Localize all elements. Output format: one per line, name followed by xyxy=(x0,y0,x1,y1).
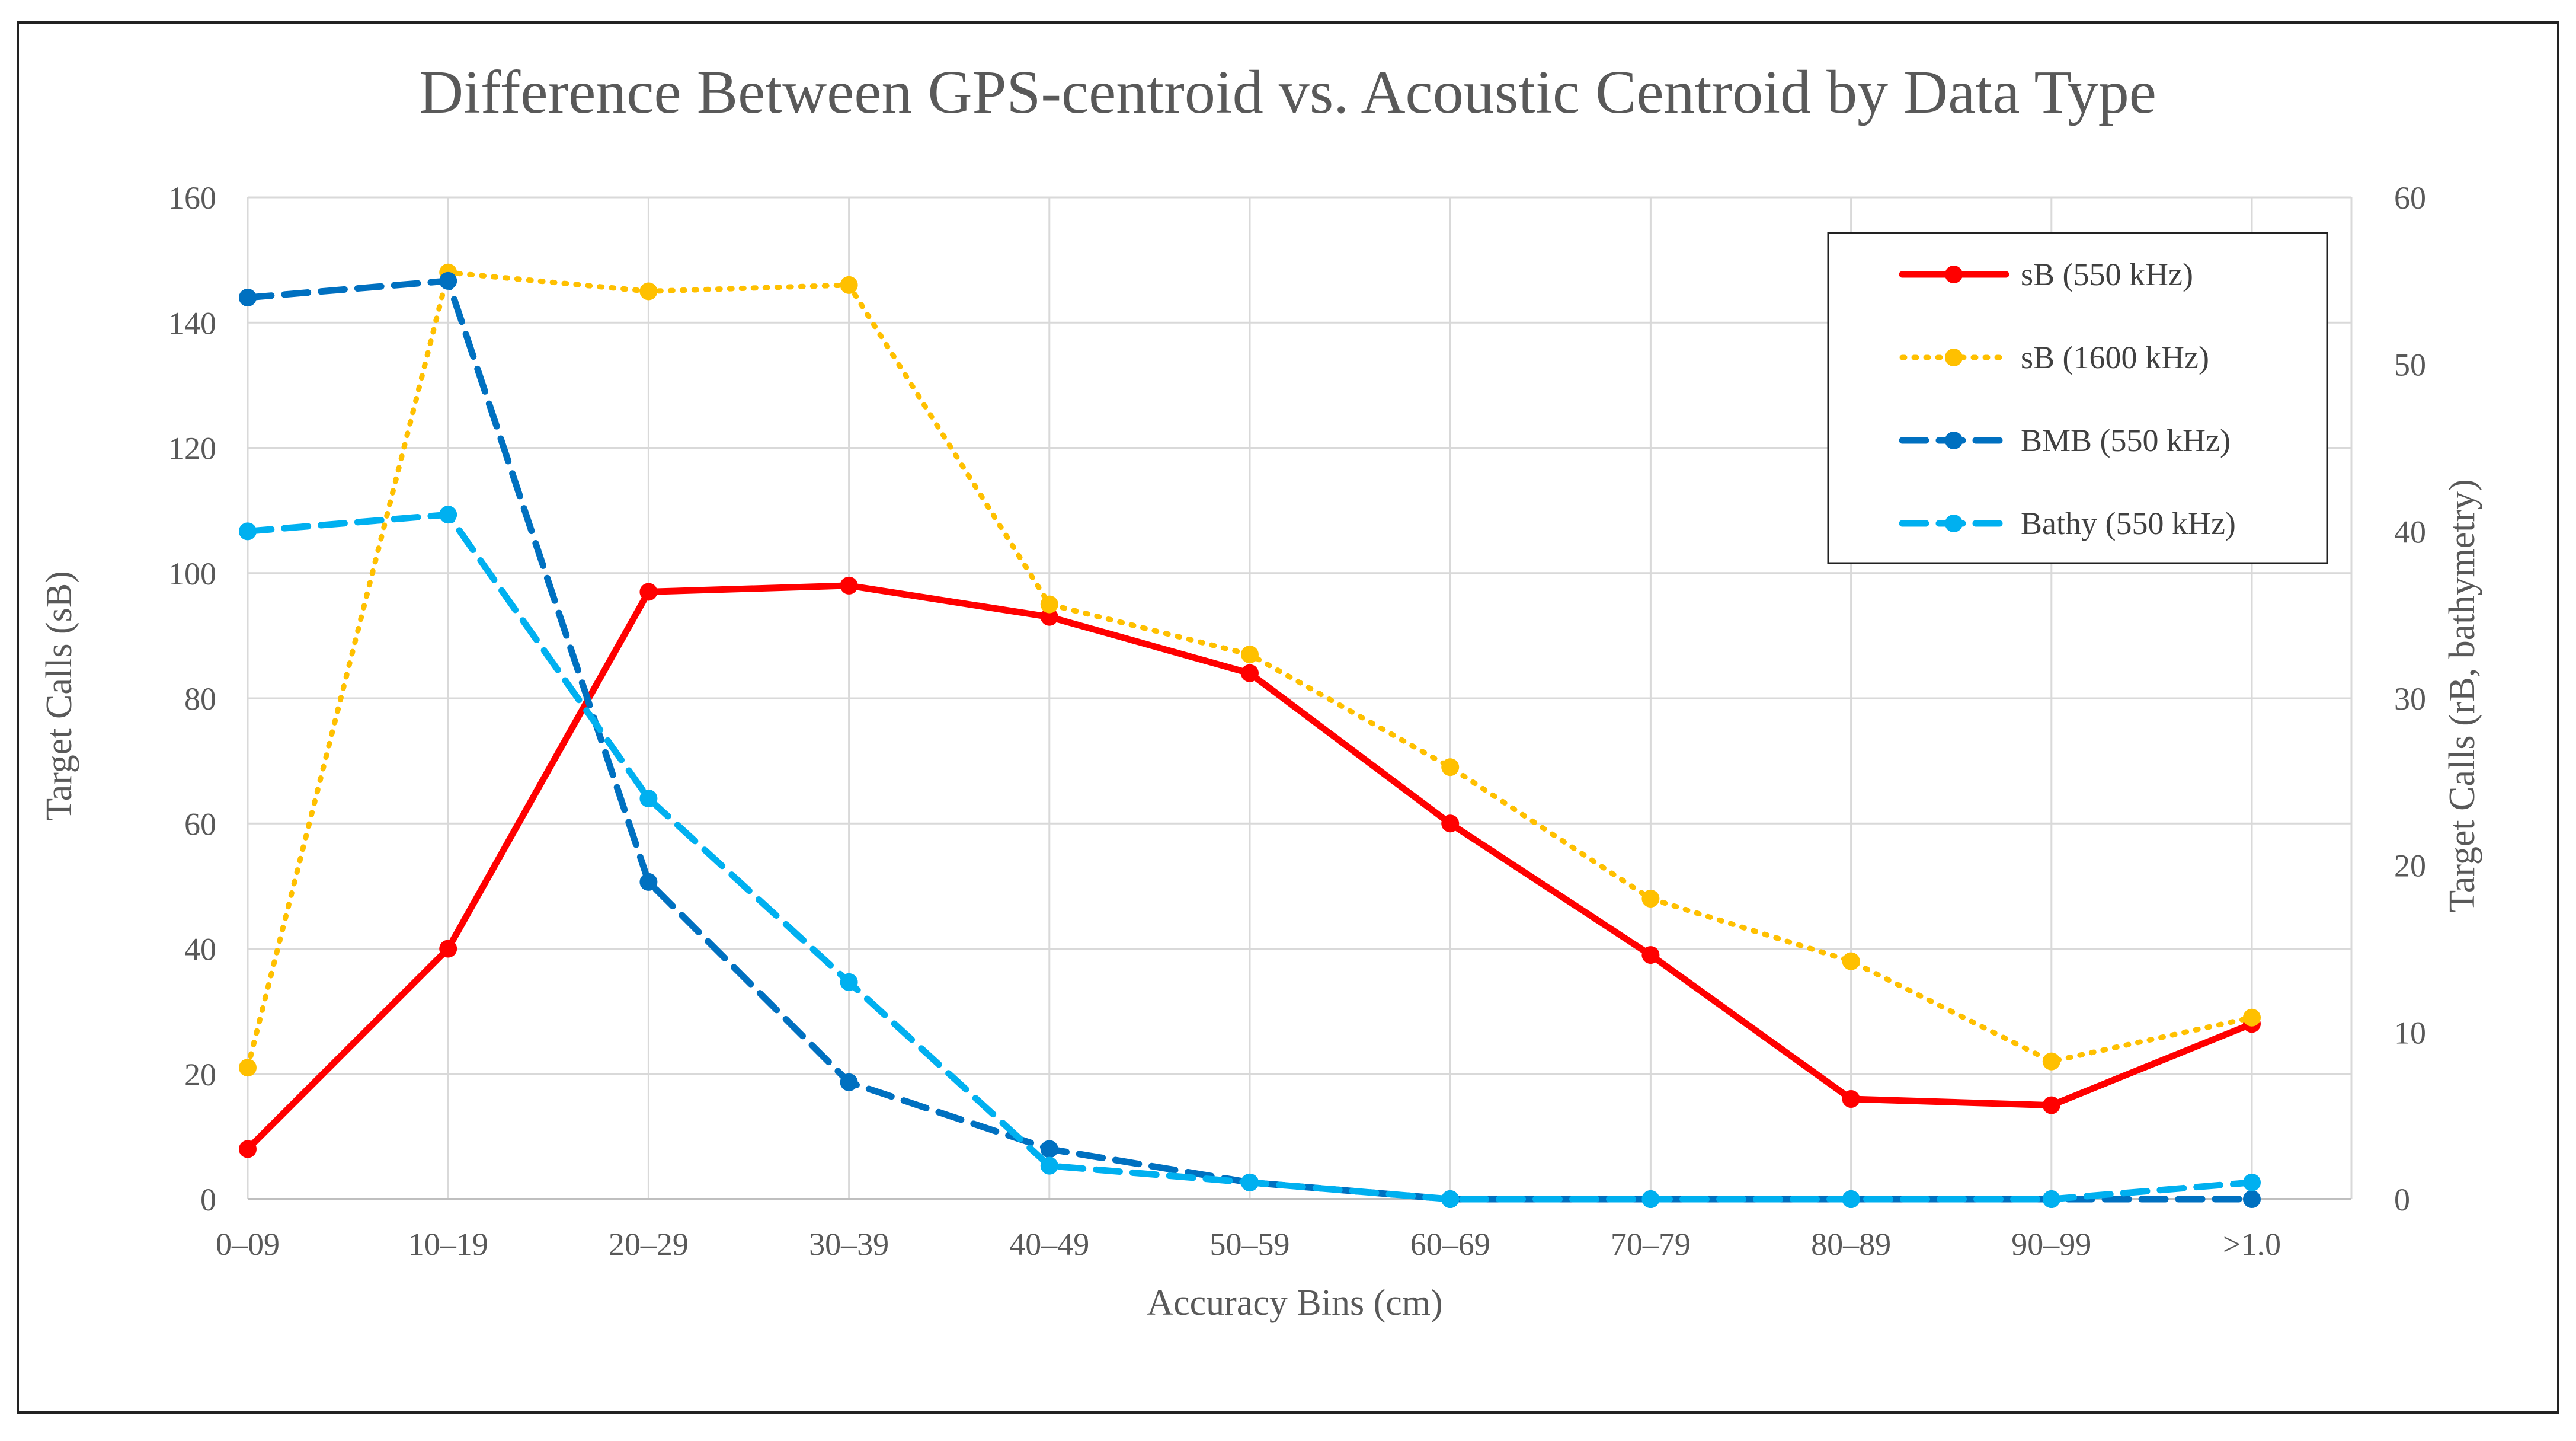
legend-label: Bathy (550 kHz) xyxy=(2021,506,2236,541)
legend-box xyxy=(1827,232,2328,564)
data-point xyxy=(2243,1173,2261,1191)
data-point xyxy=(1040,595,1058,614)
data-point xyxy=(1641,1190,1660,1208)
data-point xyxy=(2243,1190,2261,1208)
chart-title: Difference Between GPS-centroid vs. Acou… xyxy=(419,58,2156,126)
y-tick-label: 160 xyxy=(168,180,216,216)
data-point xyxy=(840,276,858,294)
gridlines xyxy=(247,196,2353,1199)
y-tick-label: 80 xyxy=(184,681,216,717)
data-point xyxy=(2042,1096,2060,1114)
y-axis-left-ticks: 0 20 40 60 80 100 120 140 160 xyxy=(168,180,216,1218)
x-tick-label: 10–19 xyxy=(408,1226,488,1262)
x-axis-label: Accuracy Bins (cm) xyxy=(1147,1283,1442,1323)
data-point xyxy=(1241,664,1259,682)
y-tick-label: 40 xyxy=(184,932,216,967)
data-point xyxy=(1040,608,1058,626)
x-tick-label: 80–89 xyxy=(1811,1226,1891,1262)
data-point xyxy=(439,271,457,290)
data-point xyxy=(639,583,658,601)
y2-tick-label: 40 xyxy=(2394,514,2426,549)
y-axis-right-ticks: 0 10 20 30 40 50 60 xyxy=(2394,180,2426,1218)
y-tick-label: 140 xyxy=(168,305,216,341)
y2-tick-label: 10 xyxy=(2394,1015,2426,1050)
data-point xyxy=(1641,946,1660,964)
data-point xyxy=(840,973,858,991)
data-point xyxy=(840,576,858,595)
y-axis-left-label: Target Calls (sB) xyxy=(39,571,79,821)
data-point xyxy=(1441,758,1460,777)
x-tick-label: 40–49 xyxy=(1009,1226,1089,1262)
x-tick-label: 60–69 xyxy=(1410,1226,1490,1262)
x-tick-label: 90–99 xyxy=(2011,1226,2091,1262)
data-point xyxy=(1842,952,1860,970)
y-tick-label: 100 xyxy=(168,556,216,592)
y-tick-label: 120 xyxy=(168,431,216,467)
data-point xyxy=(1040,1140,1058,1158)
data-point xyxy=(1842,1090,1860,1108)
x-tick-label: 20–29 xyxy=(609,1226,689,1262)
y2-tick-label: 50 xyxy=(2394,347,2426,383)
x-tick-label: 70–79 xyxy=(1611,1226,1691,1262)
data-point xyxy=(1241,1173,1259,1191)
y-axis-right-label: Target Calls (rB, bathymetry) xyxy=(2442,479,2482,912)
data-point xyxy=(1241,646,1259,664)
legend-label: sB (550 kHz) xyxy=(2021,257,2193,292)
legend: sB (550 kHz) sB (1600 kHz) BMB (550 kHz) Ba… xyxy=(1827,232,2328,564)
series-group xyxy=(239,263,2261,1208)
legend-label: BMB (550 kHz) xyxy=(2021,423,2231,458)
x-tick-label: >1.0 xyxy=(2223,1226,2281,1262)
data-point xyxy=(639,282,658,301)
data-point xyxy=(2243,1008,2261,1027)
data-point xyxy=(2042,1190,2060,1208)
y-tick-label: 20 xyxy=(184,1057,216,1092)
x-tick-label: 30–39 xyxy=(809,1226,889,1262)
y2-tick-label: 60 xyxy=(2394,180,2426,216)
y2-tick-label: 0 xyxy=(2394,1182,2410,1218)
y2-tick-label: 20 xyxy=(2394,848,2426,884)
data-point xyxy=(439,506,457,524)
data-point xyxy=(639,873,658,891)
legend-label: sB (1600 kHz) xyxy=(2021,340,2209,375)
data-point xyxy=(2042,1052,2060,1071)
legend-marker-1 xyxy=(1945,349,1963,366)
data-point xyxy=(239,1140,257,1158)
data-point xyxy=(1641,890,1660,908)
x-axis-ticks: 0–09 10–19 20–29 30–39 40–49 50–59 60–69 70–79 8… xyxy=(216,1226,2281,1262)
legend-marker-3 xyxy=(1945,515,1963,532)
y-tick-label: 60 xyxy=(184,806,216,842)
data-point xyxy=(1842,1190,1860,1208)
data-point xyxy=(840,1073,858,1091)
data-point xyxy=(1040,1156,1058,1175)
legend-marker-0 xyxy=(1945,266,1963,283)
data-point xyxy=(239,522,257,541)
y2-tick-label: 30 xyxy=(2394,681,2426,717)
data-point xyxy=(1441,814,1460,833)
legend-marker-2 xyxy=(1945,432,1963,449)
chart-border xyxy=(17,21,2559,1414)
data-point xyxy=(1441,1190,1460,1208)
data-point xyxy=(639,790,658,807)
data-point xyxy=(239,1059,257,1077)
x-tick-label: 50–59 xyxy=(1210,1226,1290,1262)
data-point xyxy=(239,289,257,306)
data-point xyxy=(439,940,457,958)
x-tick-label: 0–09 xyxy=(216,1226,280,1262)
y-tick-label: 0 xyxy=(200,1182,216,1218)
